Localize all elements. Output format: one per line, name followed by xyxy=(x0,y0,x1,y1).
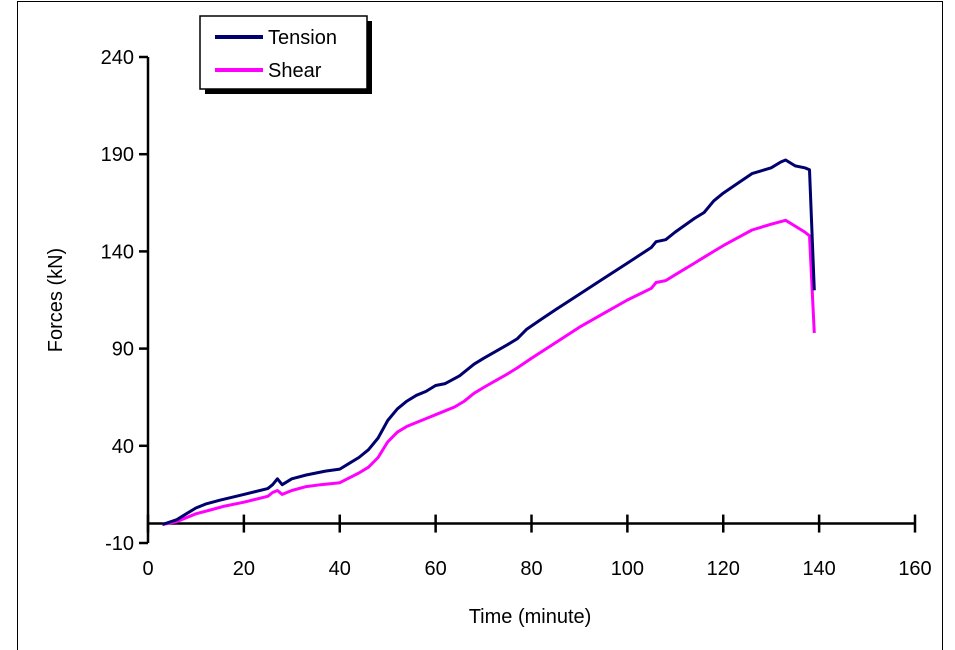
legend-label-tension: Tension xyxy=(268,27,337,49)
x-tick-label-2: 40 xyxy=(329,558,351,580)
y-tick-label-5: 240 xyxy=(101,47,134,69)
y-tick-label-4: 190 xyxy=(101,144,134,166)
chart-frame xyxy=(17,1,943,650)
x-tick-label-8: 160 xyxy=(898,558,931,580)
x-tick-label-7: 140 xyxy=(802,558,835,580)
series-line-tension xyxy=(161,158,816,526)
x-tick-label-0: 0 xyxy=(142,558,153,580)
x-tick-label-4: 80 xyxy=(520,558,542,580)
y-tick-label-3: 140 xyxy=(101,241,134,263)
y-tick-label-0: -10 xyxy=(105,533,134,555)
y-tick-label-2: 90 xyxy=(112,339,134,361)
legend-label-shear: Shear xyxy=(268,60,322,82)
x-tick-label-1: 20 xyxy=(233,558,255,580)
axes: -10 40 90 140 190 240 0 20 40 60 80 100 120 140 160 xyxy=(101,47,932,580)
x-tick-label-5: 100 xyxy=(611,558,644,580)
y-tick-label-1: 40 xyxy=(112,436,134,458)
legend-box xyxy=(199,15,368,90)
legend: Tension Shear xyxy=(199,15,372,94)
x-tick-label-3: 60 xyxy=(425,558,447,580)
series-layer xyxy=(161,158,816,526)
series-line-shear xyxy=(162,218,816,526)
x-tick-label-6: 120 xyxy=(707,558,740,580)
y-axis-title: Forces (kN) xyxy=(45,248,67,352)
x-axis-title: Time (minute) xyxy=(469,606,592,628)
